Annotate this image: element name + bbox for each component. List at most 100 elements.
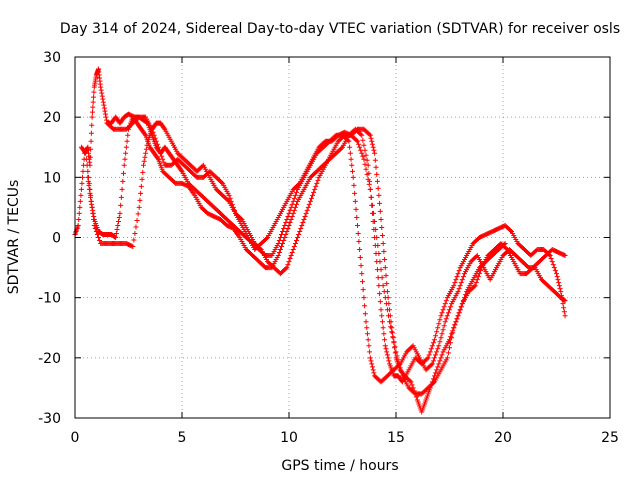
data-point (287, 207, 293, 213)
data-point (438, 313, 444, 319)
data-point (87, 154, 93, 160)
data-point (437, 339, 443, 345)
data-point (372, 157, 378, 163)
data-point (284, 216, 290, 222)
data-point (90, 210, 96, 216)
data-point (367, 132, 373, 138)
data-point (292, 192, 298, 198)
data-point (357, 247, 363, 253)
data-point (361, 295, 367, 301)
data-point (149, 126, 155, 132)
data-point (365, 337, 371, 343)
data-point (363, 319, 369, 325)
data-point (91, 222, 97, 228)
data-point (120, 178, 126, 184)
data-point (76, 216, 82, 222)
data-point (441, 323, 447, 329)
data-point (358, 147, 364, 153)
data-point (444, 355, 450, 361)
data-point (288, 216, 294, 222)
data-point (353, 206, 359, 212)
data-point (301, 216, 307, 222)
data-point (427, 349, 433, 355)
y-tick-label: 0 (52, 231, 61, 247)
data-point (89, 204, 95, 210)
data-point (123, 150, 129, 156)
series-1 (72, 66, 568, 385)
data-point (356, 239, 362, 245)
data-point (451, 283, 457, 289)
data-point (275, 253, 281, 259)
data-point (86, 180, 92, 186)
data-point (424, 356, 430, 362)
data-point (379, 313, 385, 319)
data-point (438, 335, 444, 341)
data-point (119, 186, 125, 192)
data-point (561, 309, 567, 315)
data-point (549, 259, 555, 265)
data-point (100, 96, 106, 102)
data-point (554, 271, 559, 277)
data-point (383, 301, 389, 307)
data-point (385, 355, 391, 361)
data-point (92, 225, 98, 231)
data-point (376, 283, 382, 289)
data-point (293, 201, 299, 207)
data-point (433, 370, 439, 376)
data-point (428, 362, 434, 368)
y-tick-label: -20 (38, 351, 61, 367)
data-point (356, 141, 362, 147)
data-point (557, 286, 563, 292)
data-point (445, 350, 451, 356)
data-point (556, 280, 562, 286)
x-tick-label: 20 (494, 430, 512, 446)
data-point (382, 257, 388, 263)
data-point (101, 105, 107, 111)
data-point (359, 271, 365, 277)
data-point (284, 265, 290, 271)
data-point (338, 145, 344, 151)
x-tick-label: 10 (280, 430, 298, 446)
data-point (432, 337, 438, 343)
data-point (229, 201, 235, 207)
data-point (391, 339, 397, 345)
data-point (304, 207, 310, 213)
data-point (548, 256, 554, 262)
data-point (396, 361, 402, 367)
data-point (560, 301, 566, 307)
data-point (555, 277, 561, 283)
data-point (384, 281, 390, 287)
data-point (383, 273, 389, 279)
data-point (361, 156, 367, 162)
data-point (364, 171, 370, 177)
data-point (114, 226, 120, 232)
data-point (351, 182, 357, 188)
data-point (101, 102, 107, 108)
data-point (456, 268, 462, 274)
data-point (295, 235, 301, 240)
data-point (99, 90, 105, 96)
data-point (451, 325, 457, 331)
data-point (293, 189, 299, 195)
data-point (282, 235, 288, 240)
data-point (367, 349, 373, 355)
data-point (430, 340, 436, 346)
data-point (131, 237, 137, 243)
data-point (98, 84, 104, 90)
data-point (77, 204, 83, 210)
data-point (287, 256, 293, 262)
data-point (291, 207, 297, 213)
y-tick-label: -10 (38, 291, 61, 307)
data-point (361, 142, 367, 148)
data-point (79, 180, 85, 186)
data-point (390, 334, 396, 340)
data-point (133, 224, 139, 230)
data-point (433, 352, 439, 358)
data-point (374, 171, 380, 177)
data-point (286, 210, 292, 216)
data-point (123, 144, 129, 150)
data-point (392, 344, 398, 350)
data-point (151, 132, 157, 138)
data-point (452, 322, 458, 328)
data-point (425, 355, 431, 361)
